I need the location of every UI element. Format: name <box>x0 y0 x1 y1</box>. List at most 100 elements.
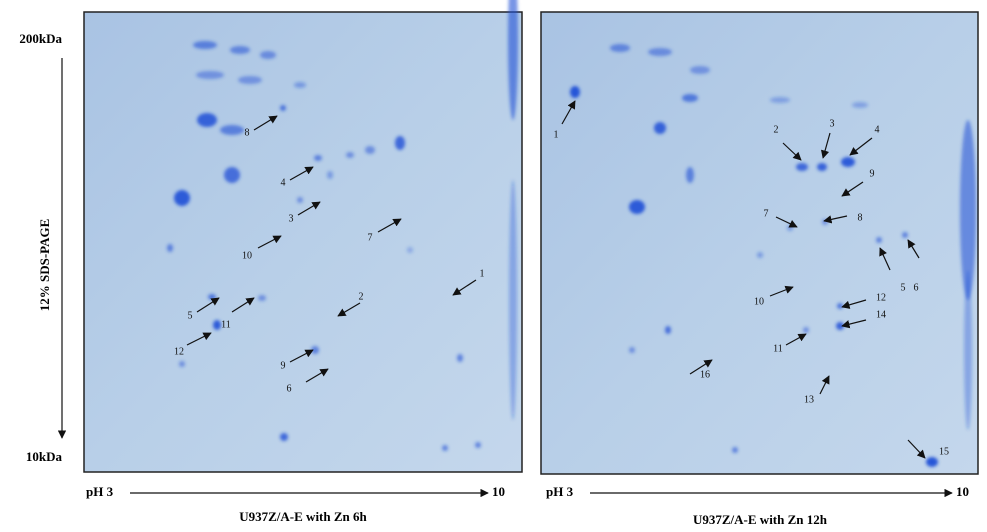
gel-panel <box>540 11 979 475</box>
y-axis-label: 12% SDS-PAGE <box>37 219 52 312</box>
spot-label: 9 <box>281 360 286 371</box>
spot-label: 13 <box>804 394 814 405</box>
annotation-arrow <box>879 247 891 271</box>
annotation-arrow <box>257 235 282 249</box>
annotation-arrow <box>452 279 477 296</box>
annotation-arrow <box>297 201 321 216</box>
annotation-arrow <box>561 100 576 125</box>
spot <box>457 354 463 362</box>
spot <box>787 225 793 231</box>
annotation-arrow <box>907 239 920 259</box>
spot-label: 1 <box>480 268 485 279</box>
spot <box>926 457 938 467</box>
ph-right: 10 <box>492 484 505 499</box>
spot <box>852 102 868 108</box>
spot <box>197 113 217 127</box>
spot <box>610 44 630 52</box>
spot-label: 14 <box>876 309 886 320</box>
spot <box>230 46 250 54</box>
spot-label: 10 <box>242 250 252 261</box>
spot-label: 3 <box>830 118 835 129</box>
spot-label: 2 <box>359 291 364 302</box>
annotation-arrow <box>231 297 255 313</box>
spot-label: 2 <box>774 124 779 135</box>
spot <box>213 320 221 330</box>
spot <box>314 155 322 161</box>
spot-label: 12 <box>174 346 184 357</box>
spot <box>167 244 173 252</box>
spot <box>757 252 763 258</box>
spot-label: 7 <box>368 232 373 243</box>
spot <box>665 326 671 334</box>
spot <box>960 120 976 300</box>
spot-label: 1 <box>554 129 559 140</box>
spot <box>238 76 262 84</box>
caption: U937Z/A-E with Zn 6h <box>239 509 367 524</box>
spot <box>179 361 185 367</box>
spot <box>508 0 518 120</box>
annotation-arrow <box>377 218 402 233</box>
spot <box>686 167 694 183</box>
spot <box>442 445 448 451</box>
spot <box>837 303 843 309</box>
spot-label: 4 <box>281 177 286 188</box>
spot-label: 3 <box>289 213 294 224</box>
protein-spots <box>167 0 976 467</box>
ph-left: pH 3 <box>546 484 574 499</box>
spot <box>629 200 645 214</box>
spot-label: 8 <box>245 127 250 138</box>
spot-label: 12 <box>876 292 886 303</box>
spot <box>629 347 635 353</box>
spot <box>902 232 908 238</box>
spot <box>796 163 808 171</box>
spot <box>817 163 827 171</box>
spot <box>280 433 288 441</box>
annotation-arrow <box>841 299 867 309</box>
spot <box>327 171 333 179</box>
spot <box>208 294 216 300</box>
annotation-arrow <box>820 132 831 159</box>
spot-label: 7 <box>764 208 769 219</box>
spot-label: 9 <box>870 168 875 179</box>
spot <box>770 97 790 103</box>
spot <box>346 152 354 158</box>
spot <box>294 82 306 88</box>
annotation-arrow <box>819 375 830 395</box>
spot-label: 16 <box>700 369 710 380</box>
annotation-arrow <box>841 319 867 329</box>
spot-label: 15 <box>939 446 949 457</box>
spot-label: 5 <box>188 310 193 321</box>
ph-right: 10 <box>956 484 969 499</box>
spot <box>570 86 580 98</box>
spot <box>395 136 405 150</box>
spot <box>682 94 698 102</box>
annotation-arrow <box>253 115 278 131</box>
spot <box>876 237 882 243</box>
spot <box>648 48 672 56</box>
annotation-arrow <box>785 333 807 346</box>
spot <box>690 66 710 74</box>
spot <box>803 327 809 333</box>
annotation-arrow <box>337 302 361 317</box>
spot <box>174 190 190 206</box>
spot <box>509 180 517 420</box>
spot-label: 11 <box>221 319 231 330</box>
spot <box>280 105 286 111</box>
annotation-arrow <box>305 368 329 383</box>
annotation-arrow <box>769 285 794 297</box>
spot <box>260 51 276 59</box>
annotation-arrow <box>289 166 314 181</box>
annotation-arrow <box>782 142 802 161</box>
annotation-arrow <box>907 439 926 459</box>
spot-label: 6 <box>914 282 919 293</box>
spot <box>732 447 738 453</box>
spot <box>193 41 217 49</box>
spot <box>654 122 666 134</box>
spot <box>475 442 481 448</box>
annotation-arrow <box>186 332 212 346</box>
gel-panel <box>83 11 523 473</box>
spot <box>964 270 972 430</box>
spot <box>407 247 413 253</box>
